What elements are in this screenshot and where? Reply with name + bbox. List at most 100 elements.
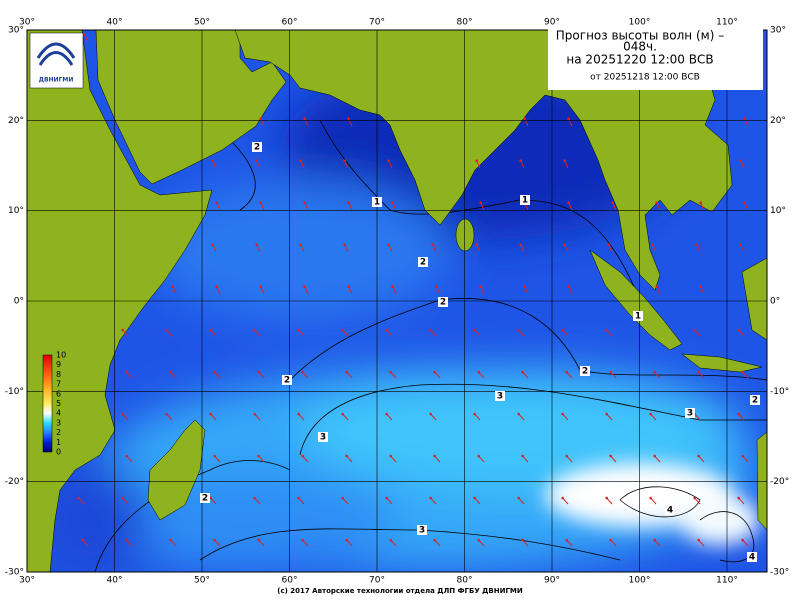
wave-arrow-head [433,454,436,458]
land-borneo [741,257,767,341]
wave-arrow [478,455,485,463]
wave-arrow [430,497,437,505]
wave-arrow-head [699,285,702,289]
wave-arrow-head [609,454,612,458]
contour-label: 3 [419,526,425,536]
wave-arrow [650,497,657,505]
wave-arrow-head [301,370,304,374]
wave-arrow [520,160,525,169]
lon-label: 90° [544,18,560,28]
wave-arrow-head [563,159,566,163]
wave-arrow [346,455,353,463]
wave-arrow [166,413,173,421]
wave-arrow-head [653,538,656,542]
wave-arrow [390,371,397,379]
wave-arrow-head [255,243,258,247]
wave-arrow [346,371,353,379]
contour-label-bg [747,552,757,562]
wave-arrow-head [611,201,614,205]
wave-arrow [298,413,305,421]
contour-label-bg [200,493,210,503]
wave-arrow-head [125,370,128,374]
colorbar-label: 8 [56,370,61,379]
lon-label: 110° [716,576,738,586]
wave-arrow [342,497,349,505]
contour-label: 1 [374,198,380,208]
lat-label: 30° [770,26,786,36]
map-frame [26,29,768,573]
colorbar-label: 2 [56,428,61,437]
contour-label-bg [580,366,590,376]
wave-arrow [562,329,569,337]
wave-arrow-head [297,496,300,500]
wave-arrow-head [523,117,526,121]
land-sumatra [589,249,683,351]
wave-arrow-head [521,454,524,458]
wave-arrow-head [433,538,436,542]
wave-arrow-head [169,370,172,374]
wave-arrow [606,497,613,505]
wave-arrow [302,371,309,379]
lon-label: 50° [194,576,210,586]
wave-arrow-head [431,243,434,247]
wave-arrow-head [605,412,608,416]
wave-arrow-head [77,496,80,500]
wave-arrow [740,244,745,253]
wave-arrow [254,329,261,337]
wave-arrow [256,244,261,253]
wave-arrow [474,413,481,421]
lon-label: 50° [194,18,210,28]
wave-arrow [298,329,305,337]
wave-arrow [524,286,529,295]
wave-arrow-head [609,538,612,542]
wave-arrow [654,455,661,463]
lat-label: 10° [8,206,24,216]
contour-label-bg [417,525,427,535]
wave-arrow-head [695,243,698,247]
contour-label: 3 [497,392,503,402]
wave-arrow-head [563,243,566,247]
contour-label: 2 [440,298,446,308]
wave-arrow [386,413,393,421]
wave-arrow-head [297,328,300,332]
contour-label: 2 [202,494,208,504]
wave-arrow [214,455,221,463]
lat-label: -10° [770,387,789,397]
land-australia [756,431,767,531]
colorbar-label: 6 [56,389,61,398]
wave-arrow-head [297,412,300,416]
colorbar-label: 10 [56,351,66,360]
wave-arrow-head [519,243,522,247]
wave-arrow [390,539,397,547]
lon-label: 60° [282,18,298,28]
contour-label: 1 [635,312,641,322]
wave-arrow [520,244,525,253]
wave-arrow-head [253,328,256,332]
wave-arrow [610,455,617,463]
wave-arrow [744,118,749,127]
wave-arrow [344,160,349,169]
wave-arrow-head [389,454,392,458]
wave-arrow-head [741,454,744,458]
lat-label: -10° [5,387,24,397]
wave-arrow [474,497,481,505]
wave-arrow-head [253,496,256,500]
wave-arrow-head [609,370,612,374]
wave-arrow-head [81,538,84,542]
wave-arrow [656,202,661,211]
contour-label: 2 [582,367,588,377]
wave-arrow-head [561,412,564,416]
contour-labels: 2 1 1 2 2 1 2 2 3 3 2 3 2 4 3 4 [200,142,760,563]
wave-arrow [434,371,441,379]
wave-arrow [480,286,485,295]
lat-label: 30° [8,26,24,36]
wave-arrow [386,497,393,505]
contour-label-bg [282,375,292,385]
title-line: 048ч. [623,40,657,54]
wave-arrow [656,286,661,295]
wave-arrow-head [697,370,700,374]
wave-arrow [478,539,485,547]
wave-arrow [434,539,441,547]
wave-arrow-head [739,243,742,247]
